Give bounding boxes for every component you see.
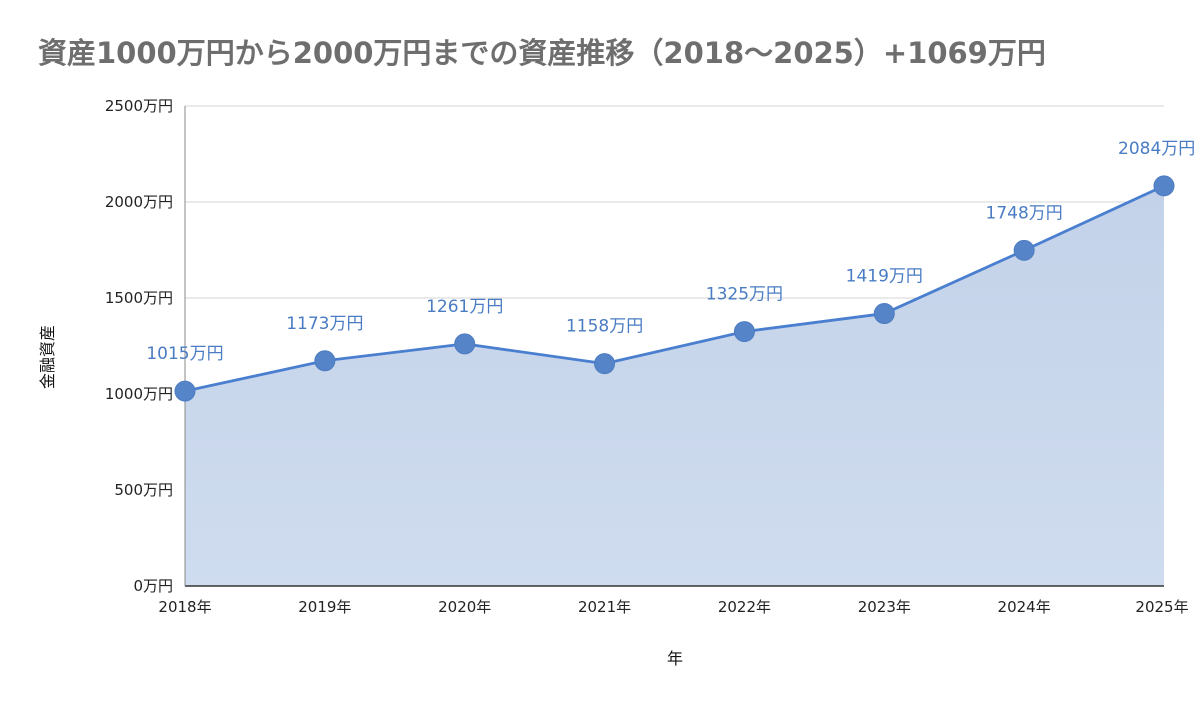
data-label: 1158万円 <box>566 317 643 337</box>
data-point <box>594 353 616 375</box>
data-label: 1015万円 <box>146 344 223 364</box>
data-label: 1173万円 <box>286 314 363 334</box>
x-tick-label: 2019年 <box>298 598 351 616</box>
data-point <box>1013 239 1035 261</box>
data-label: 1419万円 <box>846 267 923 287</box>
y-tick-label: 2000万円 <box>105 193 173 211</box>
series-line <box>184 184 1165 393</box>
area-fill <box>185 185 1164 586</box>
data-label: 1261万円 <box>426 297 503 317</box>
x-tick-label: 2025年 <box>1135 598 1188 616</box>
data-label: 2084万円 <box>1118 139 1195 159</box>
tick-labels: 0万円 500万円 1000万円 1500万円 2000万円 2500万円 2018年 201… <box>105 97 1189 616</box>
x-tick-label: 2021年 <box>578 598 631 616</box>
data-markers <box>174 175 1175 402</box>
y-axis-title: 金融資産 <box>38 325 57 389</box>
x-tick-label: 2023年 <box>858 598 911 616</box>
data-labels: 1015万円 1173万円 1261万円 1158万円 1325万円 1419万円 1748… <box>146 139 1195 364</box>
y-tick-label: 0万円 <box>133 577 173 595</box>
x-tick-label: 2020年 <box>438 598 491 616</box>
data-point <box>1153 175 1175 197</box>
series-line-path <box>184 184 1165 393</box>
chart-title: 資産1000万円から2000万円までの資産推移（2018〜2025）+1069万… <box>38 36 1046 70</box>
x-axis-title: 年 <box>667 649 683 668</box>
axes <box>184 106 1164 587</box>
x-tick-label: 2024年 <box>998 598 1051 616</box>
data-point <box>454 333 476 355</box>
x-tick-label: 2022年 <box>718 598 771 616</box>
y-tick-label: 1500万円 <box>105 289 173 307</box>
data-label: 1325万円 <box>706 285 783 305</box>
y-tick-label: 500万円 <box>114 481 173 499</box>
y-tick-label: 2500万円 <box>105 97 173 115</box>
data-point <box>314 350 336 372</box>
y-tick-label: 1000万円 <box>105 385 173 403</box>
data-label: 1748万円 <box>986 203 1063 223</box>
area-shape <box>185 185 1164 586</box>
data-point <box>174 380 196 402</box>
x-tick-label: 2018年 <box>158 598 211 616</box>
data-point <box>733 321 755 343</box>
data-point <box>873 303 895 325</box>
